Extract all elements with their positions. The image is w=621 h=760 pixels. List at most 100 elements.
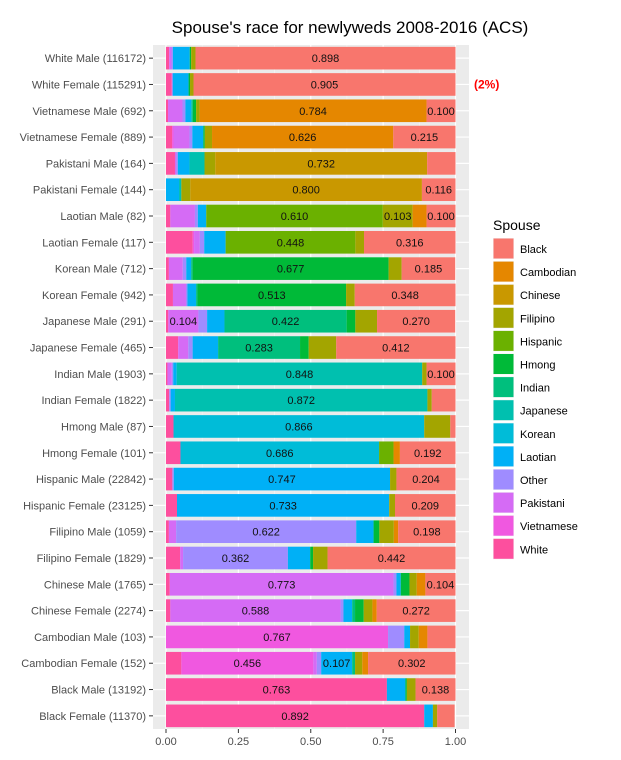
y-tick-label: Laotian Male (82): [60, 211, 146, 223]
legend-key-indian: [493, 377, 514, 398]
bar-segment-hmong: [188, 73, 191, 96]
bar-segment-filipino: [406, 678, 416, 701]
bar-segment-black: [364, 230, 456, 254]
y-tick-label: Indian Female (1822): [41, 395, 146, 407]
data-label: 0.422: [272, 316, 300, 328]
legend-key-pakistani: [493, 492, 514, 513]
bar-segment-other: [199, 230, 205, 254]
bar-segment-laotian: [192, 125, 204, 149]
bar-segment-other: [393, 572, 397, 596]
bar-segment-pakistani: [169, 46, 172, 70]
bar-segment-white: [166, 388, 170, 412]
bar-segment-other: [176, 520, 357, 544]
bar-segment-other: [388, 625, 405, 649]
bar-segment-black: [427, 152, 456, 175]
y-tick-label: Filipino Male (1059): [49, 527, 146, 539]
bar-segment-pakistani: [168, 257, 183, 280]
bar-segment-filipino: [308, 336, 337, 359]
bar-segment-filipino: [427, 388, 432, 412]
bar-segment-white: [166, 572, 170, 596]
bar-segment-indian: [218, 336, 301, 359]
bar-segment-pakistani: [173, 125, 190, 149]
bar-segment-cambodian: [199, 99, 427, 123]
bar-segment-laotian: [185, 99, 192, 123]
data-label: 0.116: [425, 185, 452, 197]
bar-segment-black: [368, 651, 456, 675]
legend-label: Black: [520, 244, 547, 256]
bar-segment-japanese: [176, 362, 423, 386]
bar-segment-other: [171, 362, 174, 386]
bar-segment-cambodian: [416, 572, 426, 596]
bar-segment-other: [183, 546, 288, 570]
y-tick-label: Black Male (13192): [51, 685, 146, 697]
bar-segment-laotian: [173, 362, 177, 386]
data-label: 0.209: [411, 500, 439, 512]
data-label: 0.800: [292, 185, 320, 197]
data-label: 0.412: [382, 343, 410, 355]
bar-segment-hmong: [192, 99, 197, 123]
bar-segment-indian: [196, 283, 198, 307]
bar-segment-filipino: [355, 651, 363, 675]
bar-segment-other: [176, 152, 178, 175]
bar-segment-pakistani: [171, 73, 173, 96]
bar-segment-hispanic: [225, 230, 356, 254]
data-label: 0.283: [245, 343, 273, 355]
bar-segment-pakistani: [169, 572, 394, 596]
data-label: 0.138: [422, 685, 450, 697]
bar-segment-pakistani: [178, 336, 189, 359]
legend-label: Filipino: [520, 313, 555, 325]
data-label: 0.316: [396, 237, 424, 249]
bar-segment-hmong: [300, 336, 309, 359]
bar-segment-hmong: [346, 309, 356, 333]
bar-segment-cambodian: [393, 441, 400, 465]
bar-segment-white: [166, 336, 179, 359]
bar-segment-pakistani: [168, 99, 183, 123]
bar-segment-filipino: [355, 230, 365, 254]
chart-title: Spouse's race for newlyweds 2008-2016 (A…: [172, 18, 529, 37]
data-label: 0.626: [289, 132, 317, 144]
bar-segment-laotian: [197, 204, 207, 228]
legend-label: Chinese: [520, 290, 560, 302]
legend-label: Hispanic: [520, 336, 563, 348]
bar-segment-black: [426, 204, 456, 228]
legend-key-other: [493, 469, 514, 490]
y-tick-label: Hmong Male (87): [61, 421, 146, 433]
bar-segment-black: [415, 678, 456, 701]
bar-segment-filipino: [313, 546, 328, 570]
bar-segment-white: [166, 362, 168, 386]
bar-segment-black: [377, 309, 456, 333]
bar-segment-filipino: [410, 625, 419, 649]
bar-segment-black: [426, 99, 456, 123]
y-tick-label: Vietnamese Female (889): [20, 132, 146, 144]
bar-segment-indian: [191, 257, 193, 280]
data-label: 0.872: [287, 395, 315, 407]
data-label: 0.747: [268, 474, 296, 486]
data-label: 0.905: [311, 79, 339, 91]
bar-segment-black: [354, 283, 456, 307]
bar-segment-black: [437, 704, 455, 728]
bar-segment-pakistani: [168, 520, 177, 544]
data-label: 0.732: [307, 158, 335, 170]
data-label: 0.784: [299, 106, 327, 118]
legend-key-chinese: [493, 284, 514, 305]
y-tick-label: Hispanic Female (23125): [23, 500, 146, 512]
annotation-label: (2%): [474, 77, 499, 91]
bar-segment-black: [425, 572, 456, 596]
y-tick-label: Cambodian Male (103): [34, 632, 146, 644]
bar-segment-white: [166, 704, 425, 728]
bar-segment-hmong: [310, 546, 314, 570]
bar-segment-cambodian: [362, 651, 369, 675]
y-tick-label: Filipino Female (1829): [37, 553, 146, 565]
y-tick-label: White Female (115291): [32, 79, 146, 91]
bar-segment-filipino: [191, 46, 196, 70]
legend-key-korean: [493, 423, 514, 444]
bar-segment-other: [171, 46, 173, 70]
data-label: 0.456: [234, 658, 262, 670]
bar-segment-cambodian: [393, 520, 399, 544]
bar-segment-hispanic: [379, 441, 394, 465]
bar-segment-filipino: [389, 494, 395, 517]
legend-key-filipino: [493, 307, 514, 328]
bar-segment-filipino: [190, 73, 194, 96]
bar-segment-white: [166, 467, 173, 491]
bar-segment-black: [336, 336, 456, 359]
